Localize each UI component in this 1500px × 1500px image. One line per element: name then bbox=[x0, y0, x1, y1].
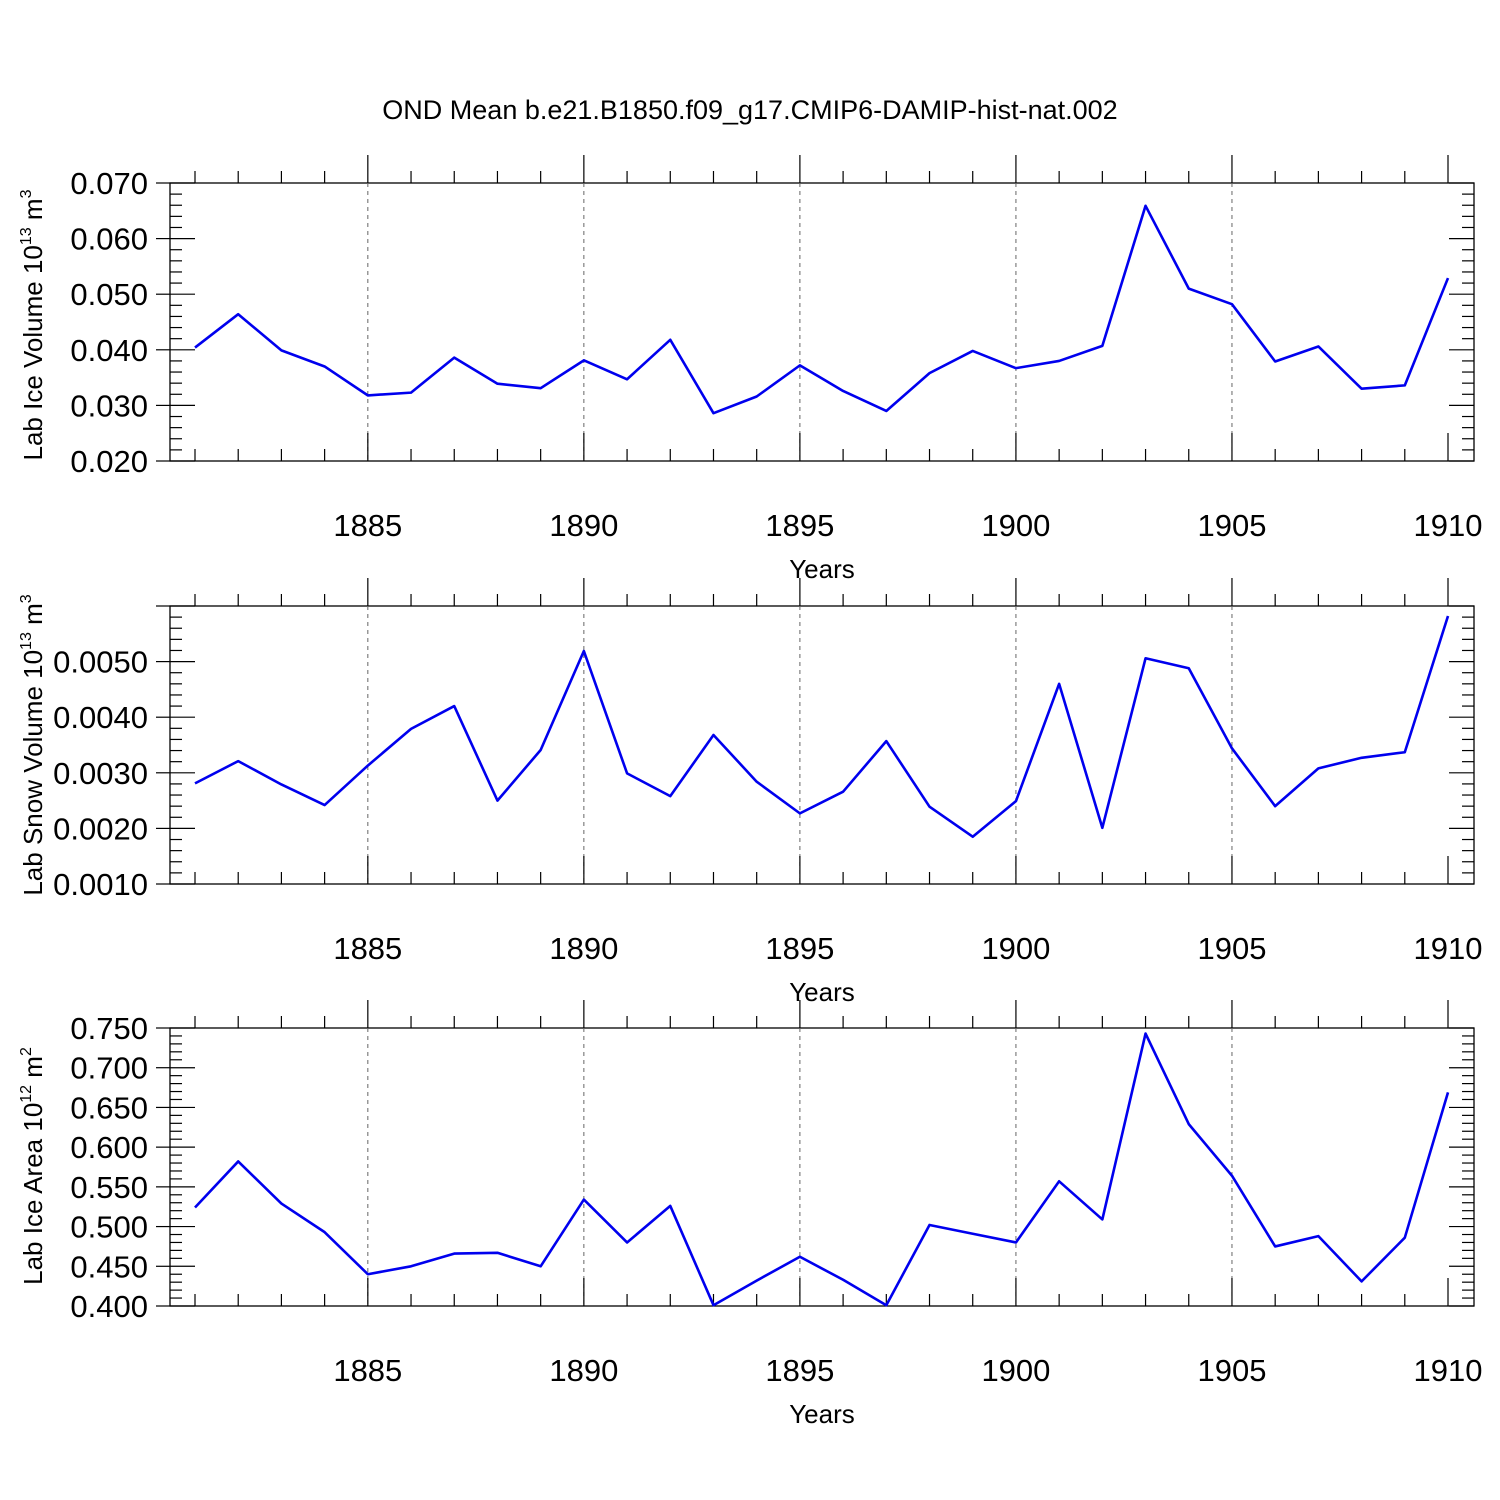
x-axis-label: Years bbox=[789, 554, 855, 584]
x-tick-label: 1890 bbox=[549, 508, 618, 543]
y-axis-label-sup2: 3 bbox=[18, 594, 35, 603]
x-tick-label: 1885 bbox=[333, 508, 402, 543]
x-tick-label: 1895 bbox=[765, 1353, 834, 1388]
y-axis-label-sup1: 12 bbox=[18, 1085, 35, 1103]
series-line bbox=[194, 1032, 1450, 1307]
x-tick-label: 1910 bbox=[1414, 1353, 1483, 1388]
y-axis-label: Lab Snow Volume 1013 m3 bbox=[18, 594, 48, 895]
x-tick-label: 1895 bbox=[765, 508, 834, 543]
y-tick-label: 0.070 bbox=[70, 166, 148, 201]
y-tick-label: 0.500 bbox=[70, 1210, 148, 1245]
x-tick-label: 1900 bbox=[981, 1353, 1050, 1388]
x-tick-label: 1905 bbox=[1197, 508, 1266, 543]
x-tick-label: 1905 bbox=[1197, 1353, 1266, 1388]
panel-3: 1885 1890 1895 1900 1905 1910 Years 0.400 0.450 0… bbox=[18, 1000, 1482, 1429]
y-tick-label: 0.0050 bbox=[53, 645, 148, 680]
series-line bbox=[194, 615, 1450, 839]
x-tick-label: 1905 bbox=[1197, 931, 1266, 966]
y-axis-label-sup2: 2 bbox=[18, 1047, 35, 1056]
x-tick-label: 1890 bbox=[549, 931, 618, 966]
y-tick-label: 0.030 bbox=[70, 388, 148, 423]
y-tick-label: 0.040 bbox=[70, 333, 148, 368]
y-tick-label: 0.700 bbox=[70, 1051, 148, 1086]
y-tick-label: 0.650 bbox=[70, 1090, 148, 1125]
y-axis-label-sup1: 13 bbox=[18, 227, 35, 245]
x-axis-label: Years bbox=[789, 1399, 855, 1429]
panel-2: 1885 1890 1895 1900 1905 1910 Years 0.0010 0.002… bbox=[18, 578, 1482, 1007]
y-tick-label: 0.0030 bbox=[53, 756, 148, 791]
y-axis-label-unit: m bbox=[18, 603, 48, 632]
panel-1: 1885 1890 1895 1900 1905 1910 Years 0.020 0.030 0… bbox=[18, 155, 1482, 584]
y-axis-label-main: Lab Snow Volume 10 bbox=[18, 650, 48, 896]
y-tick-label: 0.0020 bbox=[53, 811, 148, 846]
y-tick-label: 0.600 bbox=[70, 1130, 148, 1165]
y-axis-label-unit: m bbox=[18, 198, 48, 227]
y-axis-label-main: Lab Ice Volume 10 bbox=[18, 245, 48, 460]
plot-frame bbox=[169, 1027, 1475, 1307]
y-tick-label: 0.550 bbox=[70, 1170, 148, 1205]
y-tick-label: 0.750 bbox=[70, 1011, 148, 1046]
chart-title: OND Mean b.e21.B1850.f09_g17.CMIP6-DAMIP… bbox=[382, 95, 1117, 125]
chart-panels: 1885 1890 1895 1900 1905 1910 Years 0.020 0.030 0… bbox=[18, 155, 1482, 1429]
x-tick-label: 1910 bbox=[1414, 508, 1483, 543]
y-tick-label: 0.020 bbox=[70, 444, 148, 479]
y-tick-label: 0.0040 bbox=[53, 700, 148, 735]
y-axis-label-unit: m bbox=[18, 1056, 48, 1085]
plot-frame bbox=[169, 182, 1475, 462]
y-axis-label-sup1: 13 bbox=[18, 632, 35, 650]
y-tick-label: 0.0010 bbox=[53, 867, 148, 902]
x-tick-label: 1910 bbox=[1414, 931, 1483, 966]
y-tick-label: 0.400 bbox=[70, 1289, 148, 1324]
x-axis-label: Years bbox=[789, 977, 855, 1007]
series-line bbox=[194, 204, 1450, 415]
y-tick-label: 0.060 bbox=[70, 222, 148, 257]
x-tick-label: 1895 bbox=[765, 931, 834, 966]
y-axis-label: Lab Ice Area 1012 m2 bbox=[18, 1047, 48, 1285]
x-tick-label: 1900 bbox=[981, 931, 1050, 966]
x-tick-label: 1885 bbox=[333, 1353, 402, 1388]
plot-frame bbox=[169, 605, 1475, 885]
x-tick-label: 1890 bbox=[549, 1353, 618, 1388]
x-tick-label: 1885 bbox=[333, 931, 402, 966]
y-tick-label: 0.450 bbox=[70, 1249, 148, 1284]
y-axis-label: Lab Ice Volume 1013 m3 bbox=[18, 189, 48, 460]
x-tick-label: 1900 bbox=[981, 508, 1050, 543]
y-tick-label: 0.050 bbox=[70, 277, 148, 312]
y-axis-label-main: Lab Ice Area 10 bbox=[18, 1103, 48, 1285]
y-axis-label-sup2: 3 bbox=[18, 189, 35, 198]
